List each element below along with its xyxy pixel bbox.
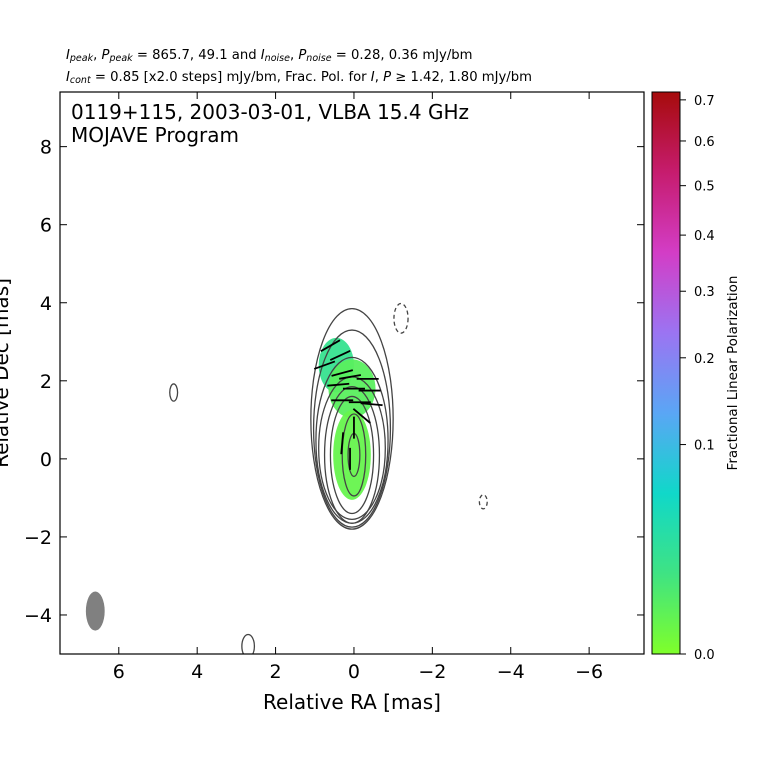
plot-area (85, 302, 488, 654)
beam-ellipse (85, 591, 105, 631)
colorbar-tick-label: 0.0 (694, 648, 715, 663)
evpa-vector (340, 432, 345, 455)
evpa-vector (329, 349, 351, 361)
beam-shape (85, 591, 105, 631)
x-tick-label: −6 (575, 661, 603, 683)
polarization-regions (318, 337, 376, 500)
y-tick-label: −4 (24, 605, 52, 627)
x-tick-label: 4 (191, 661, 203, 683)
colorbar-tick-label: 0.6 (694, 135, 715, 150)
contour-level (315, 356, 389, 524)
colorbar-tick-label: 0.2 (694, 352, 715, 367)
colorbar-tick-label: 0.4 (694, 229, 715, 244)
x-tick-label: 0 (348, 661, 360, 683)
colorbar-ticks: 0.0 0.1 0.2 0.3 0.4 0.5 0.6 0.7 (680, 94, 715, 663)
colorbar: 0.0 0.1 0.2 0.3 0.4 0.5 0.6 0.7 Fractional Line… (651, 91, 741, 663)
colorbar-tick-label: 0.1 (694, 439, 715, 454)
y-tick-label: −2 (24, 527, 52, 549)
colorbar-gradient (652, 92, 680, 654)
evpa-vector (360, 402, 383, 407)
plot-frame (59, 91, 645, 655)
contour-level (312, 329, 392, 528)
x-tick-label: −4 (497, 661, 525, 683)
x-tick-label: 2 (270, 661, 282, 683)
evpa-vector (352, 408, 371, 424)
colorbar-tick-label: 0.7 (694, 94, 715, 109)
y-axis-ticks: −4 −2 0 2 4 6 8 (24, 137, 644, 627)
isolated-contour (241, 633, 256, 654)
y-axis-label: Relative Dec [mas] (0, 278, 13, 468)
colorbar-frame (651, 91, 681, 655)
colorbar-tick-label: 0.5 (694, 180, 715, 195)
contour-level (310, 307, 394, 530)
plot-title-line1: 0119+115, 2003-03-01, VLBA 15.4 GHz (71, 100, 469, 124)
contour-inner (341, 413, 367, 497)
isolated-contour (169, 383, 179, 402)
x-axis-label: Relative RA [mas] (263, 690, 441, 714)
x-tick-label: 6 (113, 661, 125, 683)
colorbar-tick-label: 0.3 (694, 285, 715, 300)
plot-title-line2: MOJAVE Program (71, 123, 239, 147)
evpa-vectors (313, 339, 383, 470)
negative-contour (478, 494, 488, 510)
evpa-vector (320, 339, 341, 352)
header-contour-info: Icont = 0.85 [x2.0 steps] mJy/bm, Frac. … (66, 70, 532, 86)
evpa-vector (327, 382, 350, 387)
y-tick-label: 8 (40, 137, 52, 159)
header-peak-noise: Ipeak, Ppeak = 865.7, 49.1 and Inoise, P… (66, 48, 473, 64)
evpa-vector (339, 374, 362, 380)
y-tick-label: 2 (40, 371, 52, 393)
x-tick-label: −2 (418, 661, 446, 683)
negative-contour (393, 302, 409, 334)
y-tick-label: 6 (40, 215, 52, 237)
contour-level (329, 395, 375, 515)
evpa-vector (331, 369, 354, 377)
x-axis-ticks: 6 4 2 0 −2 −4 −6 (113, 92, 603, 683)
y-tick-label: 4 (40, 293, 52, 315)
colorbar-label: Fractional Linear Polarization (725, 276, 741, 471)
y-tick-label: 0 (40, 449, 52, 471)
evpa-vector (313, 360, 336, 370)
